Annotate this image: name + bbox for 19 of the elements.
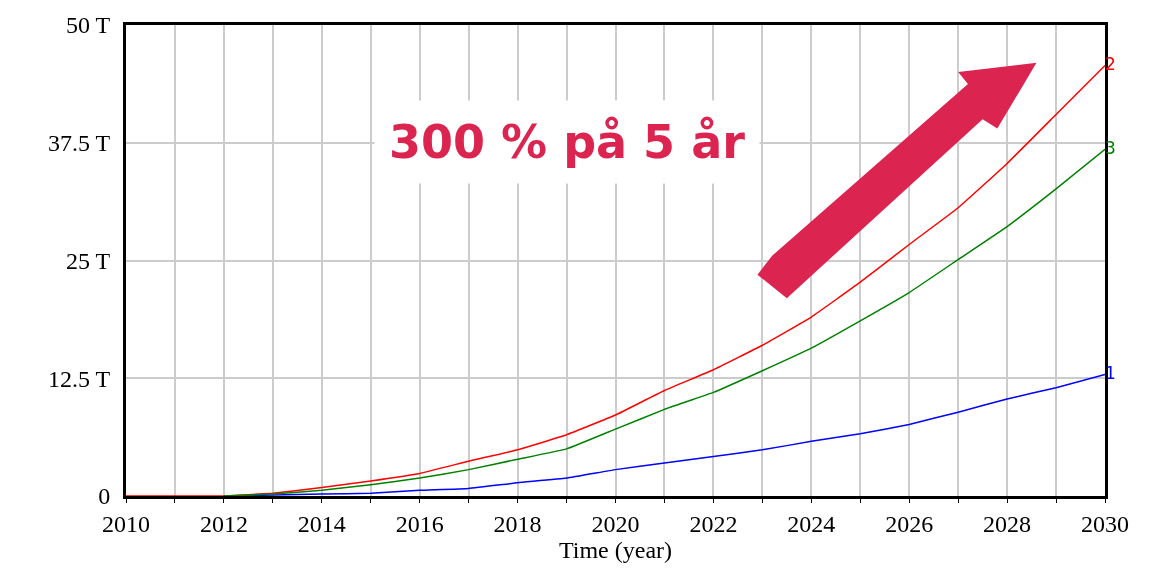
y-tick-label: 12.5 T xyxy=(47,365,111,392)
x-tick-label: 2014 xyxy=(297,510,346,537)
x-tick-label: 2022 xyxy=(689,510,738,537)
x-axis-title: Time (year) xyxy=(558,536,673,563)
line-series xyxy=(126,64,1105,496)
y-tick-label: 0 xyxy=(98,483,111,510)
x-tick-label: 2012 xyxy=(199,510,248,537)
x-tick-label: 2010 xyxy=(102,510,150,537)
x-tick-label: 2024 xyxy=(787,510,836,537)
x-tick-label: 2030 xyxy=(1081,510,1129,537)
x-tick-label: 2020 xyxy=(591,510,640,537)
x-tick-label: 2018 xyxy=(493,510,542,537)
x-tick-label: 2026 xyxy=(885,510,934,537)
y-tick-label: 37.5 T xyxy=(47,130,111,157)
y-tick-label: 50 T xyxy=(65,12,111,39)
annotation: 300 % på 5 år xyxy=(389,115,746,169)
y-tick-label: 25 T xyxy=(65,247,111,274)
x-tick-label: 2016 xyxy=(395,510,444,537)
x-tick-label: 2028 xyxy=(983,510,1032,537)
